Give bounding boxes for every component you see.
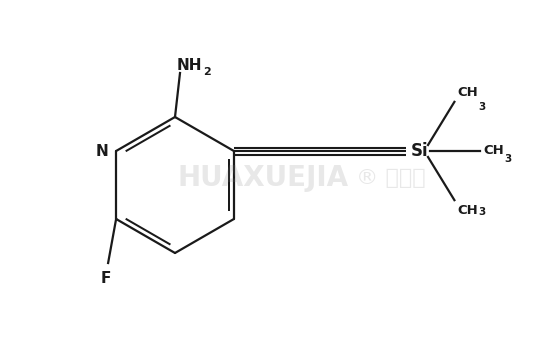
Text: 2: 2	[203, 67, 211, 77]
Text: CH: CH	[457, 86, 478, 99]
Text: NH: NH	[177, 58, 202, 73]
Text: Si: Si	[411, 142, 429, 160]
Text: HUAXUEJIA: HUAXUEJIA	[177, 164, 348, 192]
Text: CH: CH	[483, 145, 504, 157]
Text: CH: CH	[457, 204, 478, 217]
Text: ® 化学加: ® 化学加	[357, 168, 426, 188]
Text: 3: 3	[479, 102, 486, 112]
Text: 3: 3	[479, 207, 486, 217]
Text: F: F	[101, 271, 111, 286]
Text: N: N	[96, 143, 108, 158]
Text: 3: 3	[504, 154, 511, 164]
